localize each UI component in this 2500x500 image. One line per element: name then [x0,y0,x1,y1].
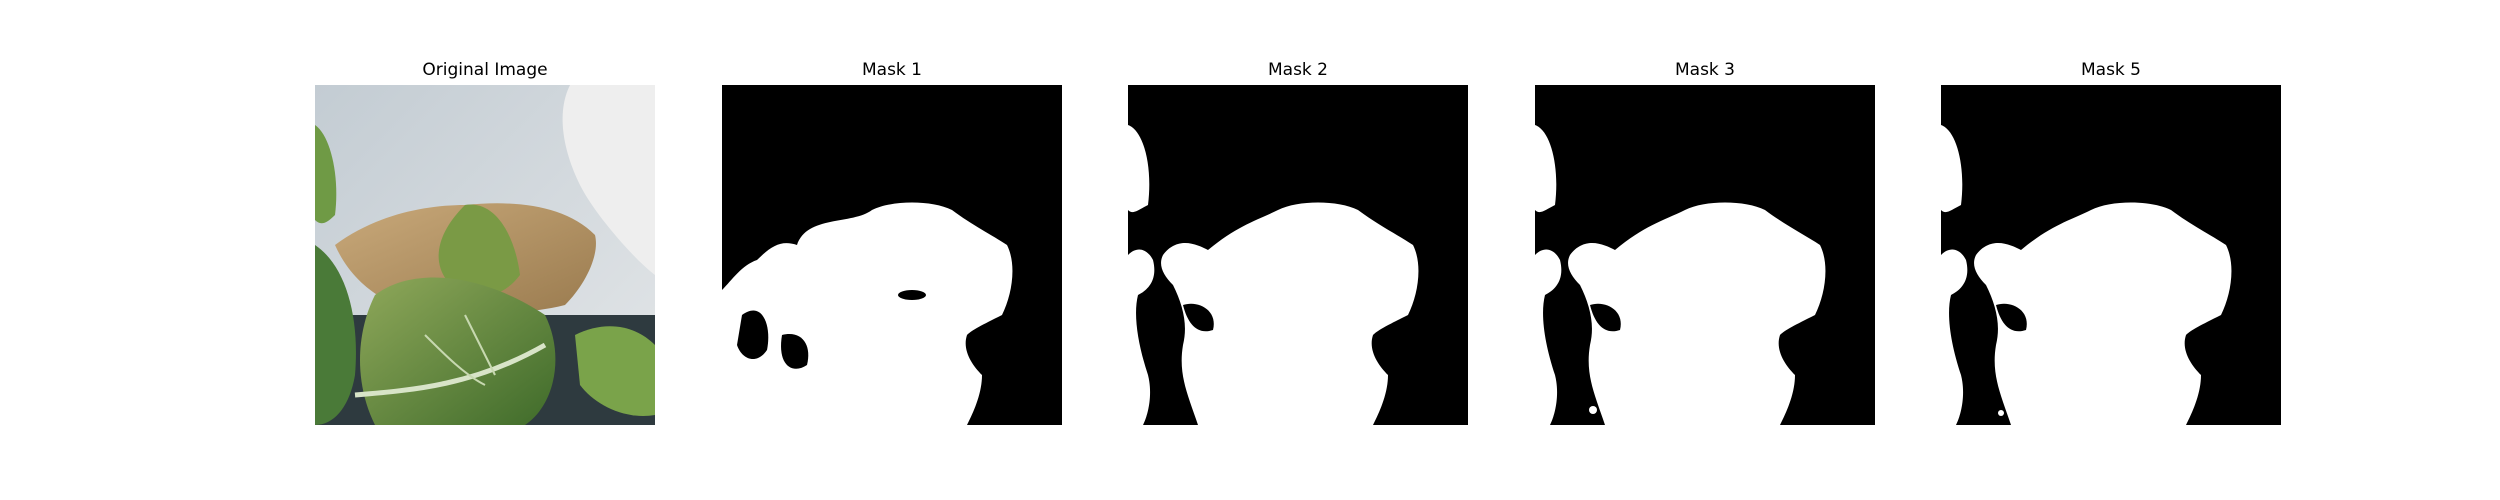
mask-5-svg [1941,85,2281,425]
mask-1-svg [722,85,1062,425]
mask-image [722,85,1062,425]
panel-title: Original Image [422,60,548,80]
panel-title: Mask 3 [1674,60,1735,80]
original-photo-svg [315,85,655,425]
mask-3-svg [1535,85,1875,425]
panel-title: Mask 5 [2080,60,2141,80]
mask-2-svg [1128,85,1468,425]
mask-image [1535,85,1875,425]
panel-title: Mask 1 [861,60,922,80]
original-photo [315,85,655,425]
mask-image [1128,85,1468,425]
mask-image [1941,85,2281,425]
panel-title: Mask 2 [1267,60,1328,80]
